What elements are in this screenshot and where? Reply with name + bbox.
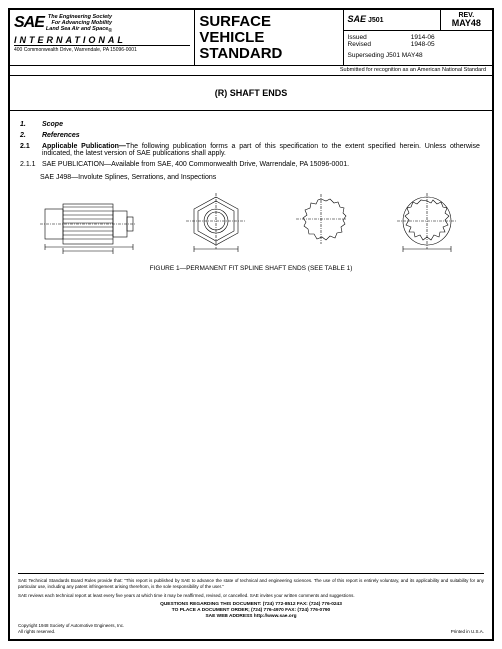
footer: SAE Technical Standards Board Rules prov…	[10, 574, 492, 639]
title-l1: SURFACE	[199, 14, 338, 30]
s21-num: 2.1	[20, 143, 40, 150]
section-1: 1. Scope	[20, 121, 482, 128]
ref-line: SAE J498—Involute Splines, Serrations, a…	[40, 174, 482, 181]
s211-body: Available from SAE, 400 Commonwealth Dri…	[111, 161, 349, 168]
web-line: SAE WEB ADDRESS http://www.sae.org	[18, 614, 484, 620]
international: INTERNATIONAL	[14, 35, 126, 45]
sae-logo: SAE	[14, 14, 44, 32]
document-title: (R) SHAFT ENDS	[10, 76, 492, 111]
issued-row: Issued 1914-06	[348, 34, 488, 41]
header-right: SAE J501 REV. MAY48 Issued 1914-06 Revis…	[344, 10, 492, 65]
rights: All rights reserved.	[18, 629, 124, 635]
s2-num: 2.	[20, 132, 40, 139]
footer-contact: QUESTIONS REGARDING THIS DOCUMENT: (724)…	[18, 602, 484, 621]
figure-1c-spline-gear	[286, 189, 356, 259]
address: 400 Commonwealth Drive, Warrendale, PA 1…	[14, 47, 137, 53]
body: 1. Scope 2. References 2.1 Applicable Pu…	[10, 111, 492, 573]
printed: Printed in U.S.A.	[451, 629, 484, 635]
page: SAE The Engineering Society For Advancin…	[8, 8, 494, 641]
doc-prefix: SAE	[348, 14, 367, 24]
s21-title: Applicable Publication—	[42, 143, 126, 150]
s211-num: 2.1.1	[20, 161, 40, 168]
revised-row: Revised 1948-05	[348, 41, 488, 48]
disclaimer-1: SAE Technical Standards Board Rules prov…	[18, 578, 484, 590]
header-grid: SAE The Engineering Society For Advancin…	[10, 10, 492, 66]
s2-title: References	[42, 132, 80, 139]
figure-1d-spline-section	[387, 189, 467, 259]
reg-mark: ®	[108, 28, 112, 34]
header-title: SURFACE VEHICLE STANDARD	[195, 10, 343, 65]
section-2: 2. References	[20, 132, 482, 139]
section-2-1-1: 2.1.1 SAE PUBLICATION—Available from SAE…	[20, 161, 482, 168]
doc-number: J501	[368, 17, 384, 24]
section-2-1: 2.1 Applicable Publication—The following…	[20, 143, 482, 157]
footer-bottom: Copyright 1948 Society of Automotive Eng…	[18, 623, 484, 635]
title-l2: VEHICLE	[199, 30, 338, 46]
header-right-top: SAE J501 REV. MAY48	[344, 10, 492, 31]
issued-value: 1914-06	[411, 34, 435, 41]
tagline-3: Land Sea Air and Space	[46, 26, 108, 32]
rev-cell: REV. MAY48	[441, 10, 492, 30]
s21-para: Applicable Publication—The following pub…	[42, 143, 480, 157]
revised-label: Revised	[348, 41, 411, 48]
logo-block: SAE The Engineering Society For Advancin…	[14, 14, 190, 53]
s1-num: 1.	[20, 121, 40, 128]
s211-title: SAE PUBLICATION—	[42, 161, 111, 168]
superseding: Superseding J501 MAY48	[348, 52, 488, 59]
disclaimer-2: SAE reviews each technical report at lea…	[18, 593, 484, 599]
rev-value: MAY48	[443, 19, 490, 28]
s1-title: Scope	[42, 121, 63, 128]
header-block: SAE The Engineering Society For Advancin…	[10, 10, 492, 75]
copyright-block: Copyright 1948 Society of Automotive Eng…	[18, 623, 124, 635]
header-right-bottom: Issued 1914-06 Revised 1948-05 Supersedi…	[344, 31, 492, 62]
tagline: The Engineering Society For Advancing Mo…	[46, 14, 112, 35]
submitted-note: Submitted for recognition as an American…	[10, 66, 492, 75]
figure-1a-shaft-side	[35, 189, 145, 259]
doc-number-cell: SAE J501	[344, 10, 441, 30]
revised-value: 1948-05	[411, 41, 435, 48]
figure-1b-nut-front	[176, 189, 256, 259]
figure-caption: FIGURE 1—PERMANENT FIT SPLINE SHAFT ENDS…	[20, 265, 482, 272]
s211-para: SAE PUBLICATION—Available from SAE, 400 …	[42, 161, 480, 168]
header-left: SAE The Engineering Society For Advancin…	[10, 10, 195, 65]
figure-row	[20, 189, 482, 259]
issued-label: Issued	[348, 34, 411, 41]
title-l3: STANDARD	[199, 46, 338, 62]
